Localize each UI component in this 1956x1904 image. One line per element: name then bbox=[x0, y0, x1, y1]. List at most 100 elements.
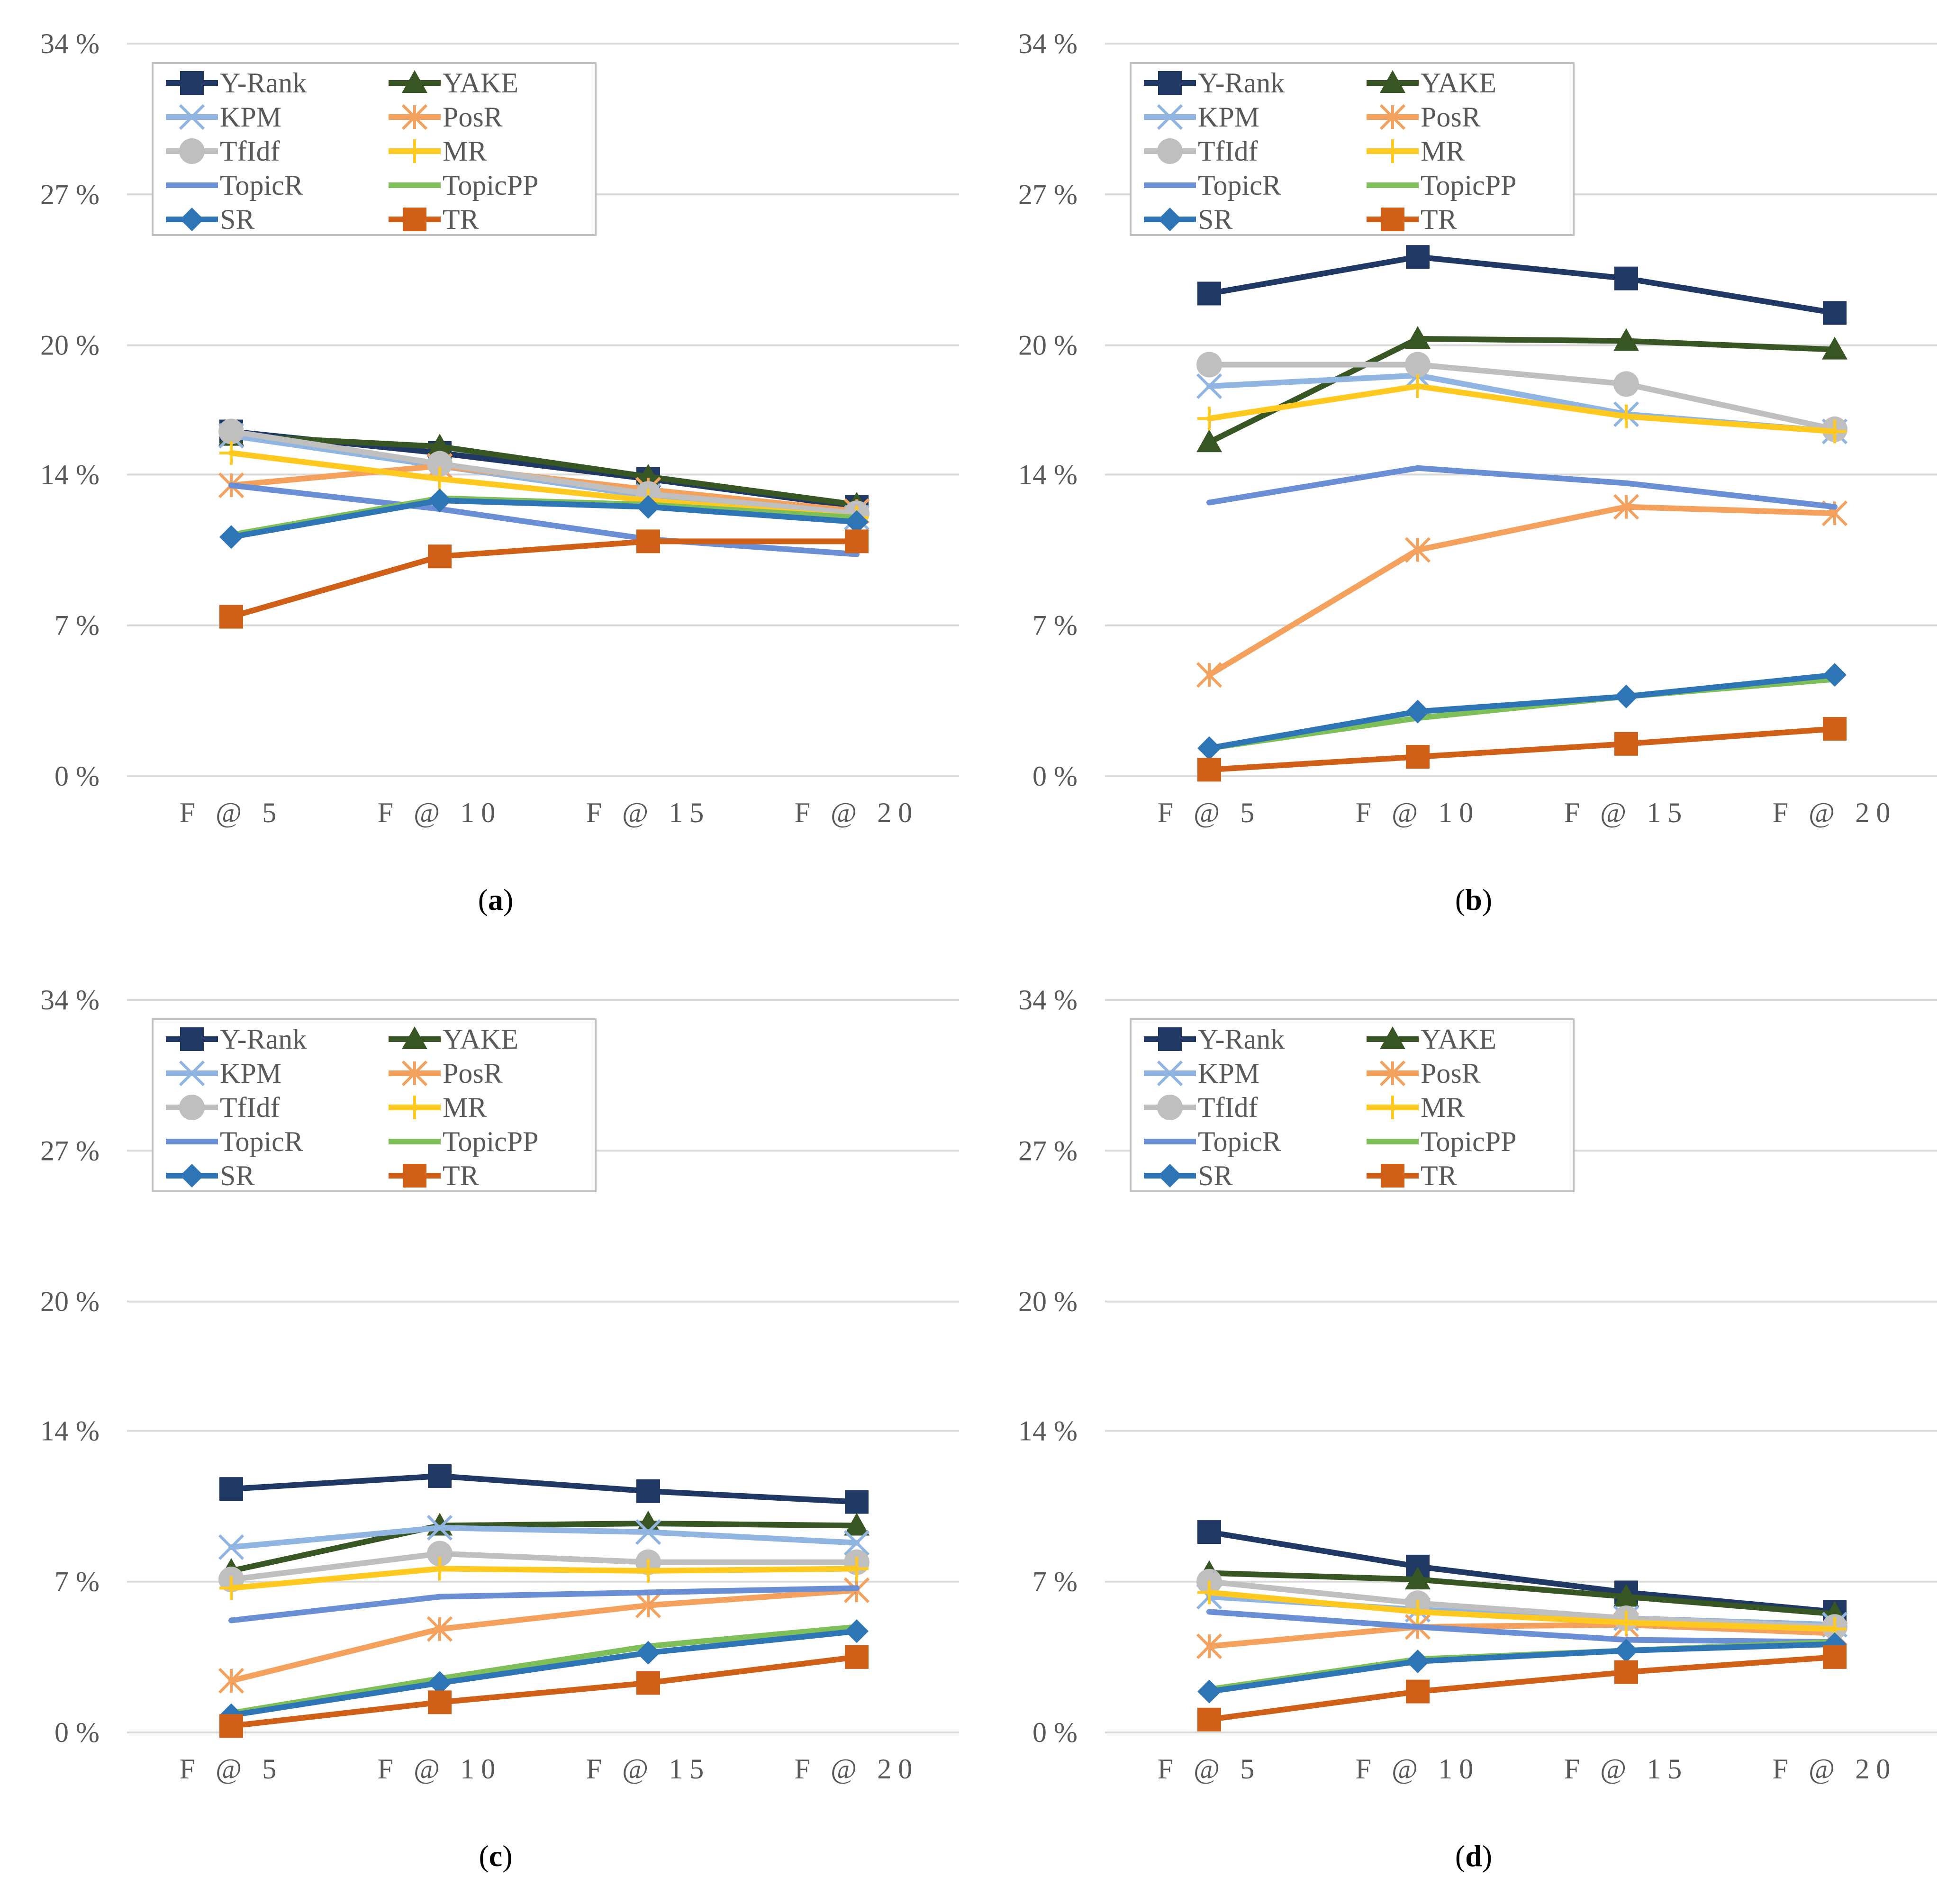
x-tick-label: F @ 10 bbox=[1356, 1753, 1480, 1785]
legend-item-yake: YAKE bbox=[389, 1024, 518, 1055]
legend-item-kpm: KPM bbox=[1144, 1058, 1259, 1089]
legend-item-topicr: TopicR bbox=[1144, 1126, 1281, 1157]
legend-marker-tr bbox=[1381, 1164, 1404, 1188]
series-y-rank bbox=[1197, 245, 1847, 325]
legend-item-tr: TR bbox=[389, 204, 479, 235]
legend-label: TR bbox=[443, 1160, 479, 1191]
series-line-yake bbox=[1206, 1570, 1838, 1617]
panel-caption: (b) bbox=[1455, 883, 1492, 916]
caption-close: ) bbox=[1482, 1839, 1492, 1873]
series-mr bbox=[219, 1557, 869, 1600]
legend-item-sr: SR bbox=[166, 1160, 254, 1191]
series-line-sr bbox=[1206, 672, 1838, 751]
caption-close: ) bbox=[502, 1839, 512, 1873]
legend-item-posr: PosR bbox=[389, 1058, 503, 1089]
series-sr bbox=[219, 488, 869, 549]
legend-label: TopicPP bbox=[1421, 170, 1517, 201]
legend-marker-mr bbox=[1381, 1096, 1404, 1119]
legend-box bbox=[1130, 1018, 1575, 1192]
series-line-topicpp bbox=[228, 1624, 860, 1716]
legend-marker-tr bbox=[403, 1164, 426, 1188]
legend-item-sr: SR bbox=[1144, 1160, 1232, 1191]
data-point-tr bbox=[1197, 758, 1221, 782]
legend-item-mr: MR bbox=[389, 1092, 487, 1123]
series-line-tfidf bbox=[228, 1550, 860, 1583]
series-line-mr bbox=[1206, 383, 1838, 435]
legend-label: YAKE bbox=[443, 67, 518, 99]
legend-item-tr: TR bbox=[389, 1160, 479, 1191]
y-tick-label: 27 % bbox=[40, 179, 100, 210]
data-point-yake bbox=[1613, 1584, 1639, 1607]
data-point-tr bbox=[1823, 1645, 1847, 1669]
data-point-sr bbox=[1197, 1679, 1221, 1704]
series-kpm bbox=[218, 1514, 870, 1560]
panel-caption: (d) bbox=[1455, 1839, 1492, 1873]
legend-marker-posr bbox=[401, 1060, 428, 1087]
chart-svg-b: 0 % 7 % 14 % 20 % 27 % 34 % F @ 5 F @ 10 F @ 15 F… bbox=[1018, 28, 1937, 916]
data-point-mr bbox=[428, 467, 452, 491]
data-point-posr bbox=[1196, 662, 1222, 688]
legend-item-topicpp: TopicPP bbox=[389, 1126, 539, 1157]
y-tick-label: 14 % bbox=[1018, 459, 1078, 490]
y-tick-label: 0 % bbox=[1032, 1717, 1078, 1748]
data-point-mr bbox=[219, 1576, 243, 1600]
data-point-yake bbox=[1196, 429, 1222, 453]
data-point-tr bbox=[1614, 1660, 1638, 1684]
series-line-tfidf bbox=[1206, 1578, 1838, 1630]
data-point-posr bbox=[426, 1616, 453, 1642]
legend-marker-tfidf bbox=[179, 138, 205, 164]
data-point-yake bbox=[635, 1510, 661, 1533]
data-point-yake bbox=[427, 434, 453, 457]
legend-item-topicr: TopicR bbox=[1144, 170, 1281, 201]
legend-item-kpm: KPM bbox=[166, 1058, 281, 1089]
x-tick-label: F @ 5 bbox=[1158, 1753, 1261, 1785]
x-tick-label: F @ 10 bbox=[1356, 797, 1480, 828]
legend-item-kpm: KPM bbox=[166, 101, 281, 133]
data-point-tfidf bbox=[427, 451, 453, 477]
legend-label: TR bbox=[1421, 1160, 1457, 1191]
y-tick-label: 7 % bbox=[54, 1566, 100, 1597]
data-point-y-rank bbox=[1197, 1520, 1221, 1544]
legend-label: TfIdf bbox=[1198, 1092, 1258, 1123]
legend-marker-tfidf bbox=[1157, 138, 1183, 164]
data-point-tfidf bbox=[427, 1541, 453, 1567]
data-point-sr bbox=[1823, 663, 1847, 687]
series-line-sr bbox=[228, 497, 860, 540]
legend-box bbox=[152, 62, 597, 236]
legend-item-posr: PosR bbox=[389, 101, 503, 133]
legend-label: MR bbox=[1421, 136, 1465, 167]
legend-label: PosR bbox=[443, 101, 503, 133]
legend-marker-y-rank bbox=[1158, 1027, 1182, 1051]
data-point-tfidf bbox=[1405, 352, 1431, 378]
legend-marker-tfidf bbox=[1157, 1095, 1183, 1120]
chart-panel-b: 0 % 7 % 14 % 20 % 27 % 34 % F @ 5 F @ 10 F @ 15 F… bbox=[978, 0, 1956, 948]
legend-item-y-rank: Y-Rank bbox=[166, 67, 307, 99]
caption-open: ( bbox=[1455, 883, 1465, 916]
legend-marker-yake bbox=[1380, 1026, 1405, 1049]
y-tick-label: 20 % bbox=[1018, 1286, 1078, 1317]
series-line-sr bbox=[1206, 1641, 1838, 1695]
data-point-mr bbox=[1197, 407, 1221, 431]
legend-box bbox=[1130, 62, 1575, 236]
legend-box bbox=[152, 1018, 597, 1192]
legend-item-topicpp: TopicPP bbox=[1367, 170, 1517, 201]
data-point-y-rank bbox=[1823, 301, 1847, 325]
legend-item-sr: SR bbox=[166, 204, 254, 235]
x-tick-label: F @ 10 bbox=[378, 797, 502, 828]
series-line-yake bbox=[228, 433, 860, 508]
legend-item-mr: MR bbox=[1367, 1092, 1465, 1123]
legend-item-topicpp: TopicPP bbox=[1367, 1126, 1517, 1157]
data-point-sr bbox=[636, 495, 660, 519]
caption-close: ) bbox=[1482, 883, 1492, 916]
legend-label: TR bbox=[1421, 204, 1457, 235]
data-point-tr bbox=[845, 529, 869, 553]
legend-label: YAKE bbox=[1421, 67, 1496, 99]
series-posr bbox=[1196, 494, 1848, 688]
legend-label: Y-Rank bbox=[220, 67, 307, 99]
data-point-y-rank bbox=[219, 1477, 243, 1501]
legend-item-tfidf: TfIdf bbox=[1144, 1092, 1258, 1123]
data-point-tr bbox=[219, 1714, 243, 1738]
series-line-y-rank bbox=[228, 1473, 860, 1505]
legend-label: TopicR bbox=[220, 1126, 303, 1157]
legend-label: YAKE bbox=[1421, 1024, 1496, 1055]
